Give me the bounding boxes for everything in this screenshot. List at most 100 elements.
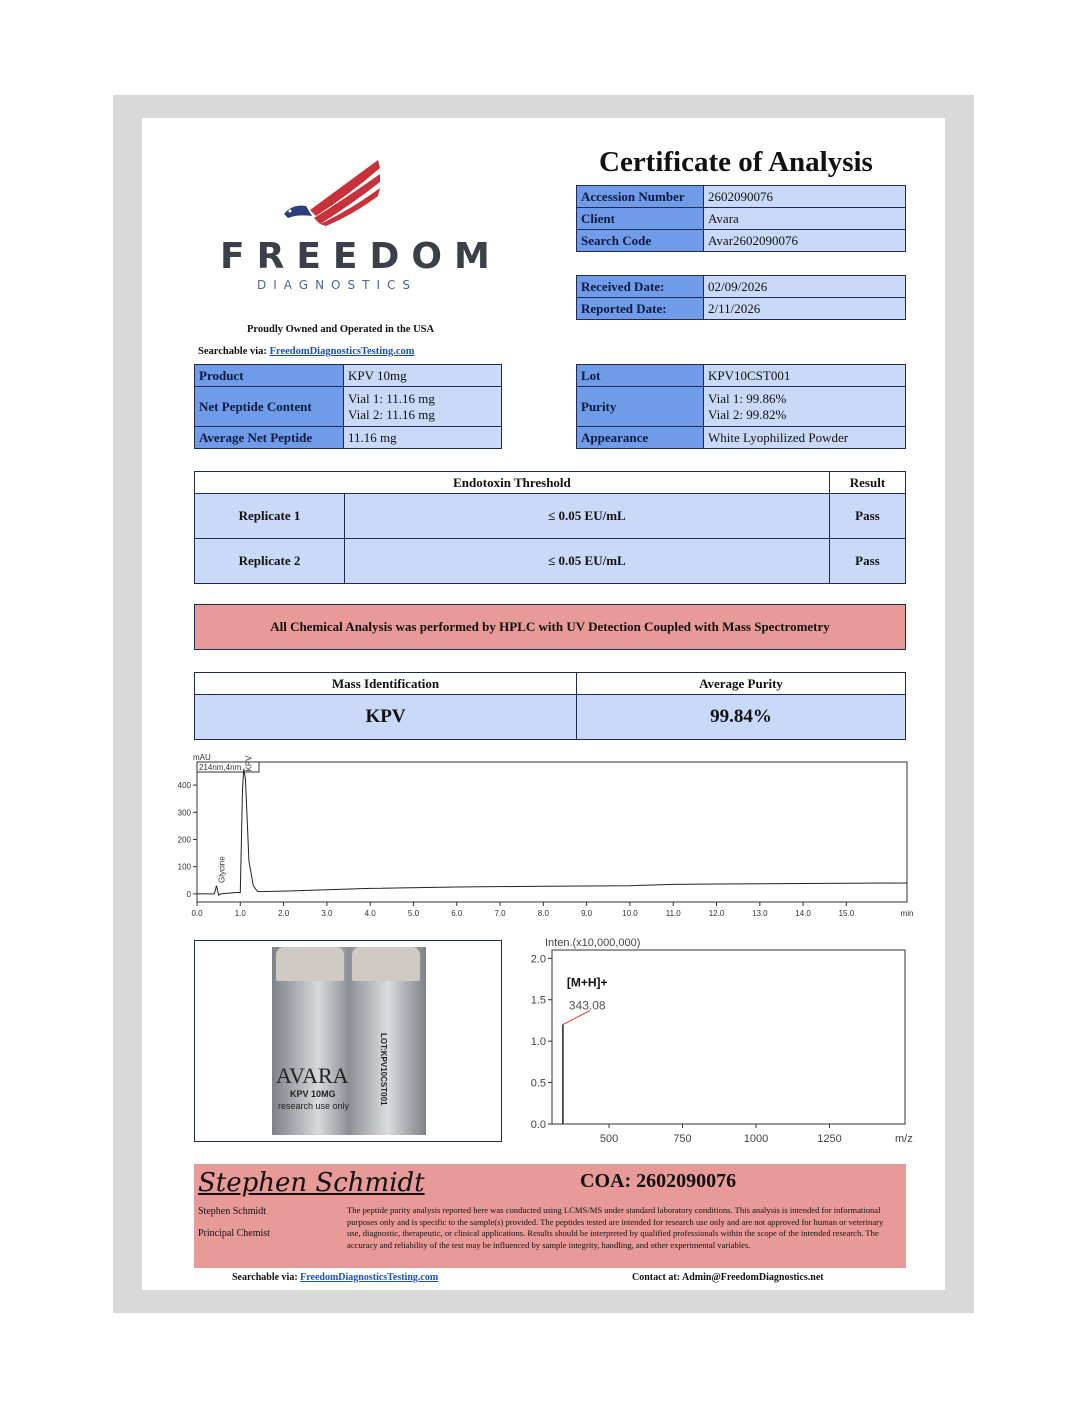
y-tick-label: 0 xyxy=(187,890,192,899)
x-tick-label: 1.0 xyxy=(235,909,247,918)
y-tick-label: 0.0 xyxy=(531,1119,546,1131)
signature-panel: Stephen Schmidt COA: 2602090076 Stephen … xyxy=(194,1164,906,1268)
client-label: Client xyxy=(576,207,704,230)
table-row: KPV 99.84% xyxy=(194,694,906,740)
table-row: Client Avara xyxy=(576,207,906,230)
contact-email: Contact at: Admin@FreedomDiagnostics.net xyxy=(632,1272,824,1283)
accession-number-value: 2602090076 xyxy=(703,185,906,208)
coa-number: COA: 2602090076 xyxy=(580,1170,737,1192)
x-tick-label: 12.0 xyxy=(709,909,725,918)
table-row: Average Net Peptide 11.16 mg xyxy=(194,426,502,449)
tagline: Proudly Owned and Operated in the USA xyxy=(247,324,435,335)
y-tick-label: 300 xyxy=(178,808,192,817)
received-date-value: 02/09/2026 xyxy=(703,275,906,298)
website-link[interactable]: FreedomDiagnosticsTesting.com xyxy=(269,346,415,357)
peak-label: KPV xyxy=(245,755,254,772)
x-tick-label: 750 xyxy=(673,1133,691,1145)
net-peptide-value: Vial 1: 11.16 mg Vial 2: 11.16 mg xyxy=(343,386,502,427)
vial-brand: AVARA xyxy=(276,1063,349,1088)
x-tick-label: 1000 xyxy=(744,1133,768,1145)
x-tick-label: 500 xyxy=(600,1133,618,1145)
table-row: Lot KPV10CST001 xyxy=(576,364,906,387)
dates-table: Received Date: 02/09/2026 Reported Date: 2… xyxy=(576,275,906,320)
disclaimer: The peptide purity analysis reported her… xyxy=(347,1205,884,1250)
footer-searchable-label: Searchable via: xyxy=(232,1272,298,1283)
brand-name: FREEDOM xyxy=(220,236,502,277)
chromatogram-trace xyxy=(197,768,908,897)
endotoxin-table: Endotoxin Threshold Result Replicate 1 ≤ 0… xyxy=(194,471,907,584)
purity-value: Vial 1: 99.86% Vial 2: 99.82% xyxy=(703,386,906,427)
signature: Stephen Schmidt xyxy=(198,1168,425,1198)
search-code-label: Search Code xyxy=(576,229,704,252)
x-tick-label: 5.0 xyxy=(408,909,420,918)
vial-photo-box: AVARA KPV 10MG research use only LOT:KPV… xyxy=(194,940,502,1142)
accession-table: Accession Number 2602090076 Client Avara S… xyxy=(576,185,906,252)
peak-annotation: [M+H]+ xyxy=(567,976,608,990)
x-tick-label: 4.0 xyxy=(365,909,377,918)
y-axis-label: Inten.(x10,000,000) xyxy=(545,937,640,949)
peak-label: Glycine xyxy=(217,856,226,883)
vial-photo: AVARA KPV 10MG research use only LOT:KPV… xyxy=(272,947,426,1135)
replicate-name: Replicate 1 xyxy=(194,493,345,539)
vial-lot: LOT:KPV10CST001 xyxy=(379,1033,388,1106)
x-tick-label: 13.0 xyxy=(752,909,768,918)
replicate-result: Pass xyxy=(828,493,907,539)
accession-number-label: Accession Number xyxy=(576,185,704,208)
x-tick-label: 3.0 xyxy=(321,909,333,918)
x-tick-label: 7.0 xyxy=(494,909,506,918)
brand-subtitle: DIAGNOSTICS xyxy=(257,278,417,292)
channel-label: 214nm,4nm xyxy=(199,763,242,772)
avg-net-label: Average Net Peptide xyxy=(194,426,344,449)
x-tick-label: 6.0 xyxy=(451,909,463,918)
y-tick-label: 400 xyxy=(178,781,192,790)
x-tick-label: 9.0 xyxy=(581,909,593,918)
x-tick-label: 14.0 xyxy=(795,909,811,918)
lot-label: Lot xyxy=(576,364,704,387)
table-row: Reported Date: 2/11/2026 xyxy=(576,297,906,320)
peak-mz-label: 343.08 xyxy=(569,999,606,1013)
table-row: Received Date: 02/09/2026 xyxy=(576,275,906,298)
eagle-flag-logo-icon xyxy=(284,160,380,226)
searchable-label: Searchable via: xyxy=(198,346,267,357)
appearance-value: White Lyophilized Powder xyxy=(703,426,906,449)
search-code-value: Avar2602090076 xyxy=(703,229,906,252)
table-row: Replicate 2 ≤ 0.05 EU/mL Pass xyxy=(194,538,907,584)
replicate-name: Replicate 2 xyxy=(194,538,345,584)
result-header: Result xyxy=(828,471,907,494)
table-row: Purity Vial 1: 99.86% Vial 2: 99.82% xyxy=(576,386,906,427)
avg-net-value: 11.16 mg xyxy=(343,426,502,449)
vial1-purity: Vial 1: 99.86% xyxy=(708,390,787,406)
vial1-net: Vial 1: 11.16 mg xyxy=(348,390,435,406)
y-tick-label: 2.0 xyxy=(531,953,546,965)
table-row: Net Peptide Content Vial 1: 11.16 mg Vial … xyxy=(194,386,502,427)
net-peptide-label: Net Peptide Content xyxy=(194,386,344,427)
table-row: Appearance White Lyophilized Powder xyxy=(576,426,906,449)
footer-searchable: Searchable via: FreedomDiagnosticsTestin… xyxy=(232,1272,438,1283)
method-banner: All Chemical Analysis was performed by H… xyxy=(194,604,906,650)
y-tick-label: 1.5 xyxy=(531,995,546,1007)
reported-date-label: Reported Date: xyxy=(576,297,704,320)
plot-frame xyxy=(196,761,908,903)
x-axis-label: min xyxy=(901,909,914,918)
page-title: Certificate of Analysis xyxy=(599,146,873,178)
mass-id-value: KPV xyxy=(194,694,577,740)
x-axis-label: m/z xyxy=(895,1133,913,1145)
y-tick-label: 100 xyxy=(178,863,192,872)
hplc-chromatogram: 0.0 1.0 2.0 3.0 4.0 5.0 6.0 7.0 8.0 9.0 10.0 11.0 12… xyxy=(178,753,914,918)
vial2-net: Vial 2: 11.16 mg xyxy=(348,406,435,422)
purity-label: Purity xyxy=(576,386,704,427)
channel-box xyxy=(196,761,260,773)
table-row: Replicate 1 ≤ 0.05 EU/mL Pass xyxy=(194,493,907,539)
footer-website-link[interactable]: FreedomDiagnosticsTesting.com xyxy=(300,1272,439,1283)
x-tick-label: 15.0 xyxy=(839,909,855,918)
x-tick-label: 8.0 xyxy=(538,909,550,918)
product-value: KPV 10mg xyxy=(343,364,502,387)
avg-purity-header: Average Purity xyxy=(576,672,906,695)
y-tick-label: 0.5 xyxy=(531,1078,546,1090)
searchable-via: Searchable via: FreedomDiagnosticsTestin… xyxy=(198,346,415,357)
avg-purity-value: 99.84% xyxy=(576,694,906,740)
chemist-name: Stephen Schmidt xyxy=(198,1206,267,1217)
x-tick-label: 1250 xyxy=(817,1133,841,1145)
table-row: Product KPV 10mg xyxy=(194,364,502,387)
product-table: Product KPV 10mg Net Peptide Content Vial … xyxy=(194,364,502,449)
